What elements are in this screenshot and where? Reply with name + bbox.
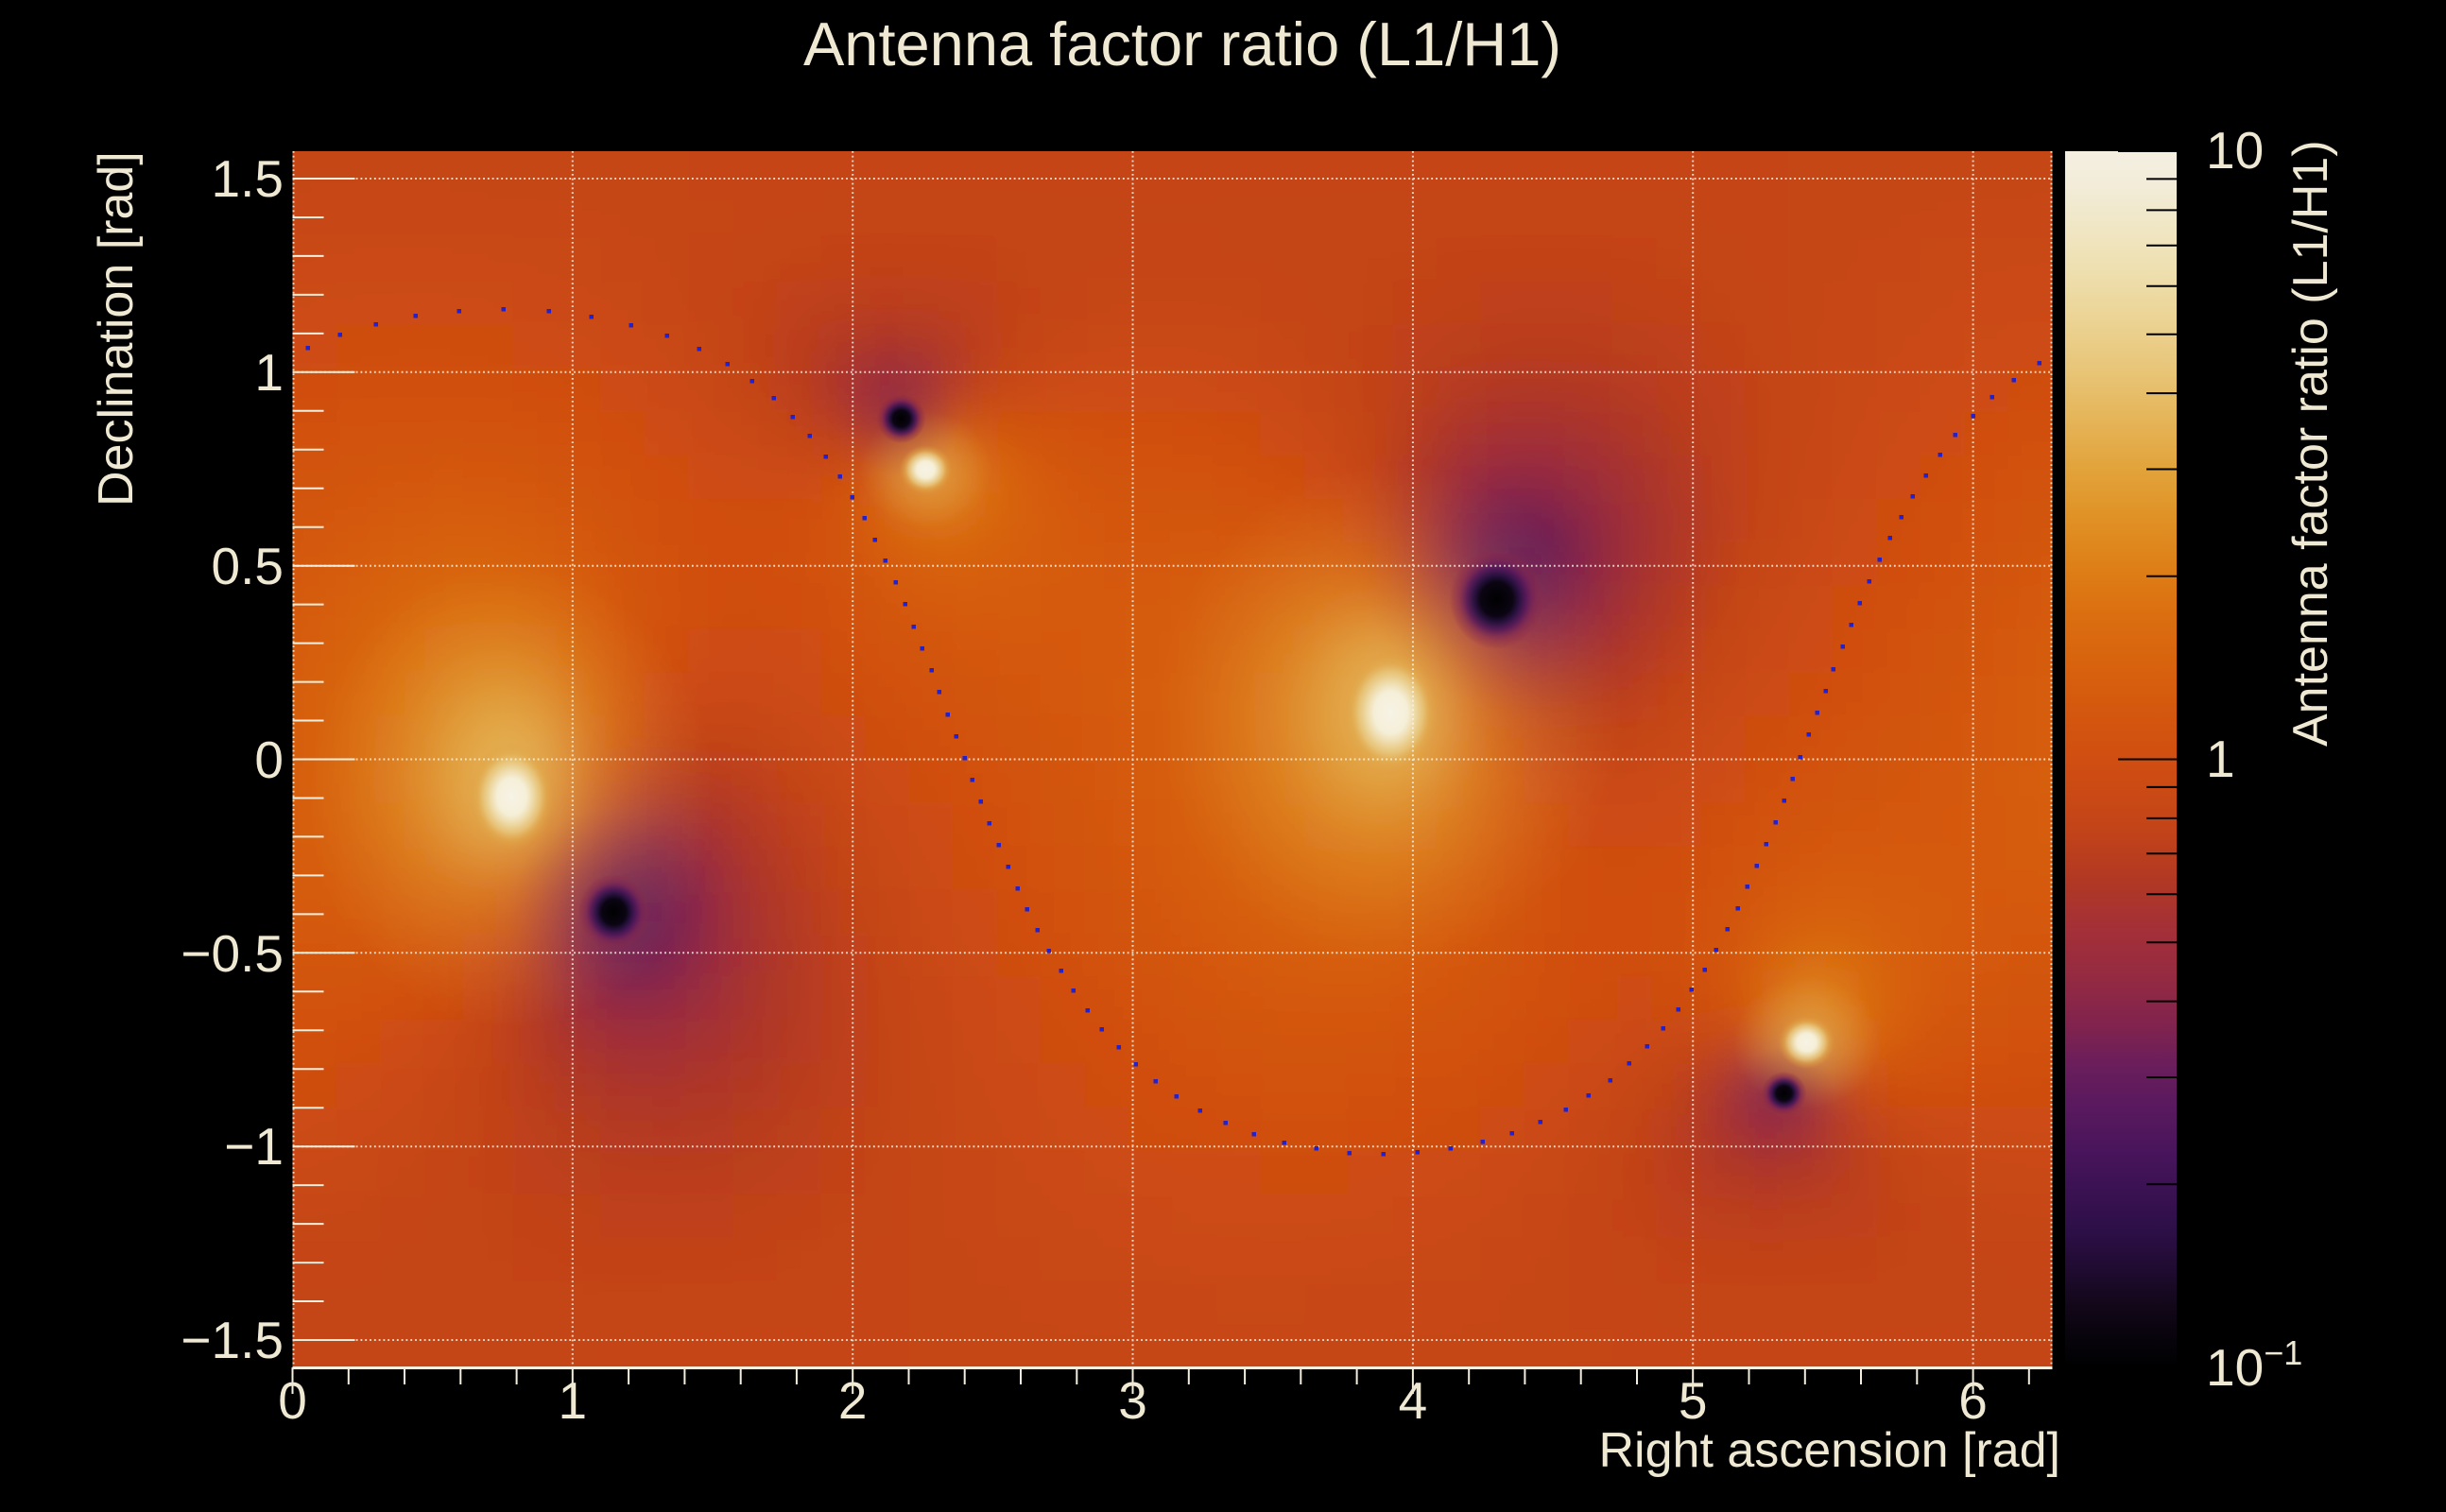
svg-text:2: 2 [838, 1371, 868, 1430]
svg-text:Declination [rad]: Declination [rad] [89, 151, 144, 507]
svg-text:Antenna factor ratio (L1/H1): Antenna factor ratio (L1/H1) [803, 9, 1561, 78]
svg-text:3: 3 [1118, 1371, 1147, 1430]
svg-text:−0.5: −0.5 [181, 924, 284, 983]
svg-text:0.5: 0.5 [212, 537, 284, 595]
svg-text:4: 4 [1399, 1371, 1428, 1430]
svg-text:−1: −1 [224, 1117, 284, 1176]
svg-text:0: 0 [254, 730, 284, 789]
svg-text:1: 1 [559, 1371, 588, 1430]
svg-text:1: 1 [254, 343, 284, 402]
svg-text:Antenna factor ratio (L1/H1): Antenna factor ratio (L1/H1) [2283, 140, 2338, 747]
svg-text:1.5: 1.5 [212, 149, 284, 208]
svg-text:Right ascension [rad]: Right ascension [rad] [1599, 1423, 2061, 1478]
svg-text:−1.5: −1.5 [181, 1311, 284, 1369]
svg-text:5: 5 [1679, 1371, 1708, 1430]
svg-text:0: 0 [278, 1371, 307, 1430]
svg-text:6: 6 [1958, 1371, 1988, 1430]
svg-text:1: 1 [2206, 730, 2235, 788]
svg-text:10: 10 [2206, 121, 2264, 180]
